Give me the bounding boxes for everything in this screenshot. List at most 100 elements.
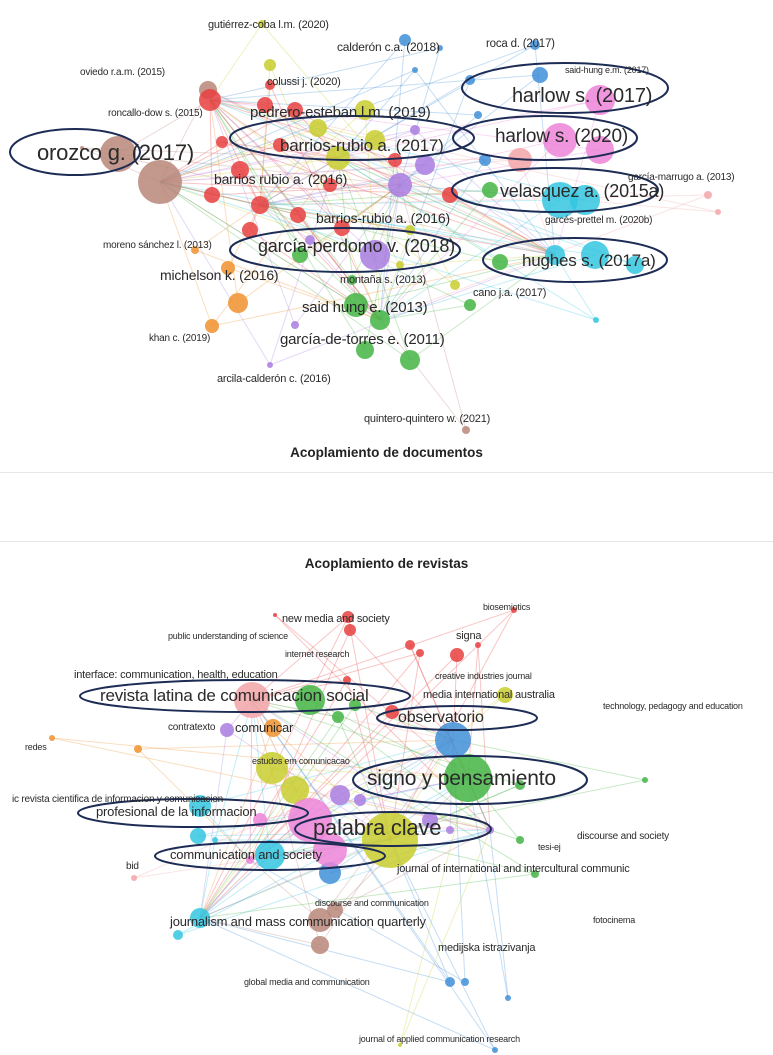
journal-label: journal of international and intercultur… — [397, 863, 630, 875]
blue-node — [479, 154, 491, 166]
edge — [299, 184, 401, 256]
edge — [379, 139, 561, 321]
highlight-ellipse — [482, 237, 668, 283]
green-node — [295, 685, 325, 715]
journal-label-highlighted: profesional de la informacion — [96, 804, 257, 819]
edge — [211, 184, 401, 196]
highlight-ellipse — [154, 841, 386, 871]
journal-label-highlighted: communication and society — [170, 847, 322, 862]
red-node — [343, 676, 351, 684]
green-node — [482, 182, 498, 198]
edge — [159, 164, 426, 183]
edge — [199, 784, 521, 919]
doc-label: roca d. (2017) — [486, 38, 555, 50]
journal-label-highlighted: revista latina de comunicacion social — [100, 686, 369, 705]
orange-node — [228, 293, 248, 313]
purple-node — [330, 785, 350, 805]
purple-node — [291, 321, 299, 329]
edge — [337, 69, 416, 159]
edge — [199, 917, 321, 946]
doc-label: colussi j. (2020) — [267, 76, 341, 88]
highlight-ellipse — [9, 128, 141, 176]
edge — [271, 767, 491, 831]
edge — [489, 829, 521, 841]
edge — [271, 767, 469, 779]
orange-node — [134, 745, 142, 753]
red-node — [511, 607, 517, 613]
doc-label: said-hung e.m. (2017) — [565, 65, 649, 75]
edge — [209, 99, 456, 286]
journal-label: public understanding of science — [168, 631, 288, 641]
edge — [159, 181, 381, 321]
edge — [199, 739, 454, 807]
doc-label: garcés-prettel m. (2020b) — [545, 215, 653, 226]
edge — [251, 699, 496, 1051]
edge — [209, 99, 586, 201]
edge — [249, 654, 458, 861]
edge — [339, 739, 454, 796]
green-node — [344, 293, 368, 317]
edge — [259, 157, 339, 206]
cyan-node — [255, 840, 285, 870]
edge — [214, 699, 253, 841]
journal-label: tesi-ej — [538, 842, 561, 852]
cyan-node — [542, 182, 578, 218]
edge — [259, 184, 401, 206]
edge — [554, 99, 601, 256]
purple-node — [354, 794, 366, 806]
journal-label: global media and communication — [244, 977, 370, 987]
red-node — [287, 102, 303, 118]
red-node — [405, 640, 415, 650]
edge — [159, 159, 521, 183]
edge — [389, 839, 496, 1051]
edge — [209, 99, 261, 206]
edge — [199, 729, 228, 919]
orange-node — [221, 261, 235, 275]
journal-label: contratexto — [168, 722, 216, 733]
green-node — [332, 711, 344, 723]
edge — [251, 609, 515, 701]
edge — [399, 254, 556, 266]
red-node — [251, 196, 269, 214]
brown-node — [327, 902, 343, 918]
edge — [251, 652, 421, 701]
highlight-ellipse — [451, 167, 659, 213]
journal-label-highlighted: palabra clave — [313, 815, 442, 840]
red-node — [216, 136, 228, 148]
edge — [329, 739, 454, 851]
journal-label: redes — [25, 742, 47, 752]
red-node — [342, 611, 354, 623]
edge — [259, 79, 471, 206]
highlight-ellipse — [376, 705, 538, 731]
cyan-node — [581, 241, 609, 269]
lightred-node — [704, 191, 712, 199]
yellow-node — [309, 119, 327, 137]
highlight-ellipse — [352, 755, 588, 805]
edge — [399, 47, 441, 186]
yellow-node — [396, 261, 404, 269]
edge — [209, 99, 353, 281]
edge — [379, 254, 596, 321]
edge — [209, 99, 376, 141]
edge — [209, 99, 601, 151]
edge — [159, 181, 411, 361]
yellow-node — [450, 280, 460, 290]
edge — [477, 644, 491, 831]
journal-label: technology, pedagogy and education — [603, 701, 743, 711]
red-node — [231, 161, 249, 179]
journal-label: journal of applied communication researc… — [359, 1034, 520, 1044]
edge — [379, 229, 411, 321]
edge — [341, 184, 401, 229]
edge — [251, 616, 349, 701]
red-node — [450, 648, 464, 662]
red-node — [290, 207, 306, 223]
doc-label: said hung e. (2013) — [302, 299, 428, 316]
journal-label: creative industries journal — [435, 671, 532, 681]
edge — [209, 99, 366, 351]
doc-label: pedrero-esteban l.m. (2019) — [250, 104, 431, 121]
edge — [199, 679, 348, 919]
divider — [0, 472, 773, 473]
journal-label-highlighted: observatorio — [398, 709, 484, 726]
edge — [259, 139, 561, 206]
